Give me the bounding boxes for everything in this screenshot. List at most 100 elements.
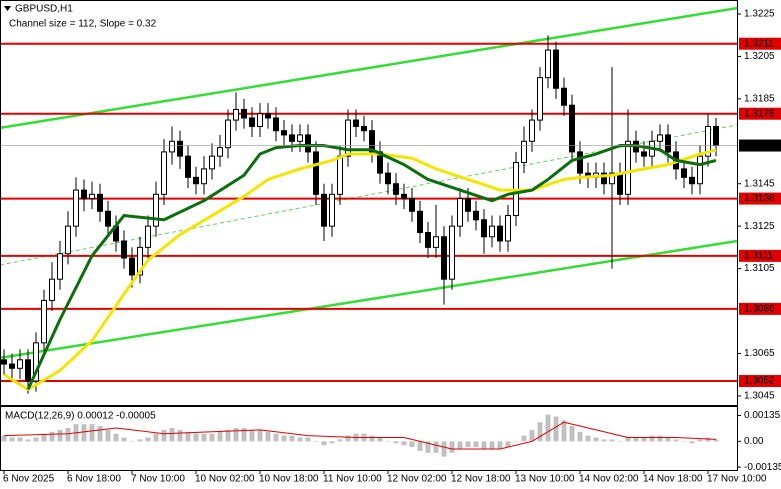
macd-bar (201, 433, 207, 442)
candle-body (457, 198, 463, 227)
candle-body (497, 225, 503, 242)
candle-body (505, 215, 511, 242)
macd-bar (609, 439, 615, 442)
candle-body (17, 359, 23, 369)
macd-bar (81, 424, 87, 442)
macd-bar (441, 441, 447, 457)
candle-body (249, 117, 255, 127)
y-tick-label: 1.3065 (744, 348, 775, 359)
macd-bar (617, 441, 623, 442)
x-tick-label: 10 Nov 18:00 (259, 474, 319, 485)
macd-bar (393, 441, 399, 444)
macd-bar (153, 433, 159, 442)
candle-body (49, 278, 55, 301)
candle-body (73, 189, 79, 227)
candle-body (41, 299, 47, 344)
candle-body (129, 257, 135, 276)
candle-body (25, 359, 31, 382)
y-tick-label: 1.3105 (744, 263, 775, 274)
candle-body (177, 140, 183, 157)
macd-bar (585, 435, 591, 442)
candle-body (385, 172, 391, 185)
macd-bar (225, 429, 231, 442)
candle-body (265, 113, 271, 119)
macd-bar (673, 439, 679, 442)
candle-body (209, 155, 215, 170)
candle-body (617, 172, 623, 195)
candle-body (433, 236, 439, 248)
candle-body (577, 151, 583, 174)
macd-bar (593, 437, 599, 442)
candle-body (657, 134, 663, 142)
last-price-box (739, 139, 781, 152)
macd-bar (273, 433, 279, 442)
level-label-box (739, 107, 781, 120)
macd-bar (505, 441, 511, 448)
macd-bar (249, 429, 255, 442)
y-tick-label: -0.00135 (744, 462, 781, 473)
macd-bar (345, 435, 351, 442)
candle-body (641, 151, 647, 157)
candle-body (33, 342, 39, 382)
macd-bar (97, 426, 103, 442)
macd-bar (489, 441, 495, 449)
macd-bar (281, 435, 287, 442)
y-tick-label: 0.00 (744, 436, 764, 447)
macd-bar (481, 441, 487, 449)
candle-body (401, 193, 407, 200)
candle-body (449, 225, 455, 280)
price-plot (0, 6, 737, 394)
candle-body (689, 176, 695, 185)
macd-bar (297, 437, 303, 442)
macd-bar (169, 427, 175, 442)
candle-body (105, 210, 111, 227)
candle-body (57, 253, 63, 280)
macd-bar (417, 441, 423, 451)
candle-body (601, 172, 607, 185)
chart-subtitle: Channel size = 112, Slope = 0.32 (9, 19, 157, 30)
candle-body (217, 147, 223, 157)
macd-bar (625, 437, 631, 442)
macd-bar (689, 441, 695, 444)
x-tick-label: 6 Nov 2025 (3, 474, 55, 485)
candle-body (305, 134, 311, 153)
candle-body (161, 151, 167, 195)
candle-body (425, 232, 431, 248)
candle-body (473, 210, 479, 221)
candle-body (713, 125, 719, 147)
y-tick-label: 0.00135 (744, 410, 781, 421)
macd-bar (289, 435, 295, 442)
candle-body (0, 359, 7, 365)
y-tick-label: 1.3125 (744, 221, 775, 232)
macd-bar (17, 437, 23, 442)
candle-body (321, 193, 327, 227)
macd-bar (105, 429, 111, 442)
x-tick-label: 13 Nov 10:00 (515, 474, 575, 485)
candle-body (241, 108, 247, 119)
macd-bar (193, 433, 199, 442)
candle-body (65, 225, 71, 255)
macd-bar (209, 433, 215, 442)
macd-bar (545, 414, 551, 442)
candle-body (257, 113, 263, 127)
candle-body (569, 104, 575, 153)
macd-bar (473, 441, 479, 448)
macd-bar (385, 441, 391, 442)
candle-body (529, 119, 535, 142)
candle-body (145, 225, 151, 248)
macd-bar (457, 441, 463, 449)
macd-bar (449, 441, 455, 453)
x-tick-label: 7 Nov 10:00 (131, 474, 185, 485)
macd-bar (537, 422, 543, 442)
candle-body (225, 119, 231, 149)
macd-bar (577, 431, 583, 442)
macd-bar (561, 420, 567, 442)
moving-average (3, 148, 717, 392)
last-price-label: 1.3163 (744, 140, 775, 151)
price-frame (0, 0, 738, 406)
level-label-box (739, 192, 781, 205)
candle-body (705, 125, 711, 157)
menu-triangle[interactable] (4, 6, 11, 11)
macd-bar (641, 437, 647, 442)
